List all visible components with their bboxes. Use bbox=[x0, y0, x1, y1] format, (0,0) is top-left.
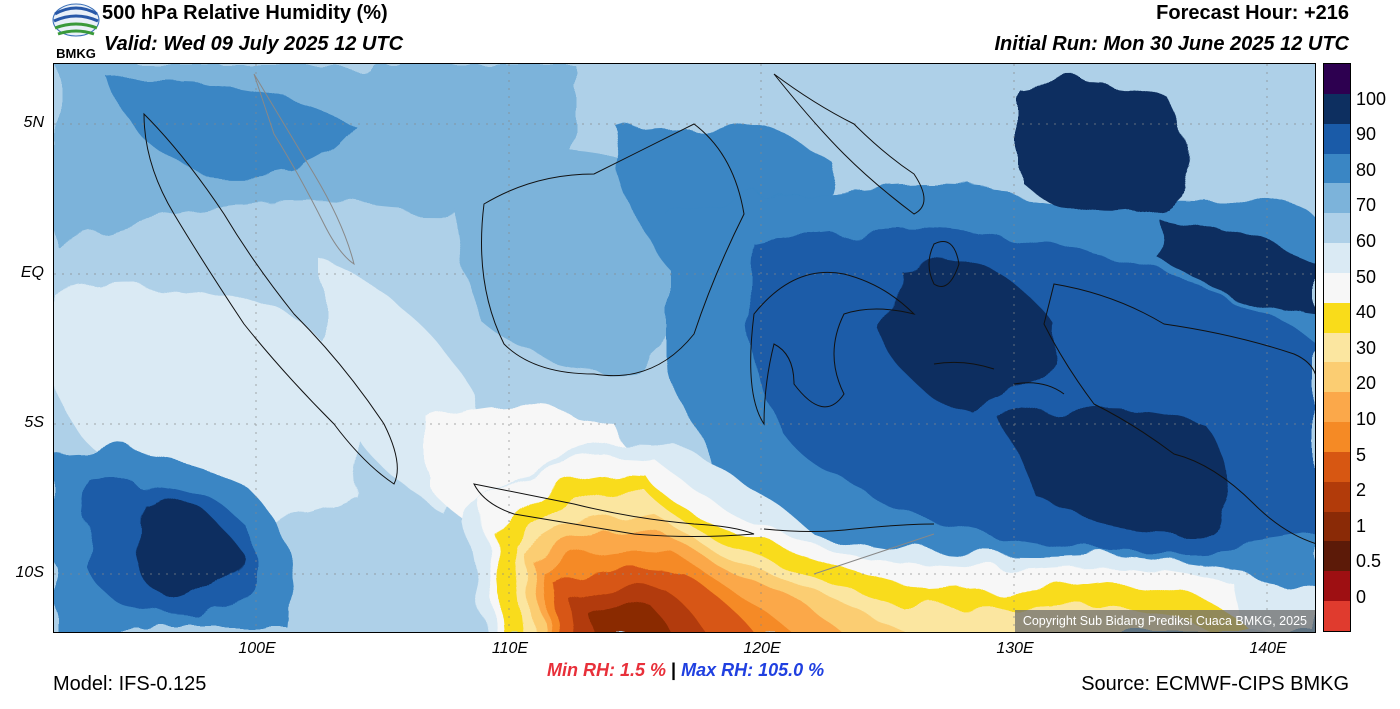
colorbar-segment bbox=[1324, 332, 1350, 363]
chart-title: 500 hPa Relative Humidity (%) bbox=[102, 2, 388, 24]
bmkg-logo: BMKG bbox=[50, 2, 102, 61]
colorbar-label: 10 bbox=[1356, 409, 1377, 429]
lon-label-140e: 140E bbox=[1249, 640, 1287, 657]
colorbar-label: 30 bbox=[1356, 337, 1377, 358]
colorbar-segment bbox=[1324, 571, 1350, 602]
colorbar-segment bbox=[1324, 183, 1350, 214]
colorbar-segment bbox=[1324, 153, 1350, 184]
colorbar-label: 70 bbox=[1356, 195, 1377, 216]
lon-label-120e: 120E bbox=[743, 640, 781, 657]
colorbar-label: 100 bbox=[1356, 88, 1387, 109]
source-info: Source: ECMWF-CIPS BMKG bbox=[1081, 673, 1349, 695]
colorbar-segment bbox=[1324, 422, 1350, 453]
lat-label-5n: 5N bbox=[23, 114, 44, 131]
copyright-notice: Copyright Sub Bidang Prediksi Cuaca BMKG… bbox=[1014, 610, 1315, 632]
colorbar-segment bbox=[1324, 541, 1350, 572]
lat-label-5s: 5S bbox=[24, 414, 44, 431]
colorbar-segment bbox=[1324, 511, 1350, 542]
colorbar-label: 5 bbox=[1356, 444, 1367, 465]
colorbar-label: 90 bbox=[1356, 124, 1377, 145]
colorbar-label: 40 bbox=[1356, 302, 1377, 323]
colorbar-segment bbox=[1324, 93, 1350, 125]
colorbar-segment bbox=[1324, 392, 1350, 423]
colorbar-segment bbox=[1324, 272, 1350, 304]
lat-label-10s: 10S bbox=[15, 564, 44, 581]
lat-label-eq: EQ bbox=[20, 264, 44, 281]
colorbar-label: 80 bbox=[1356, 159, 1377, 180]
colorbar-segment bbox=[1324, 481, 1350, 513]
colorbar-label: 50 bbox=[1356, 266, 1377, 287]
lon-label-100e: 100E bbox=[238, 640, 276, 657]
colorbar-segment bbox=[1324, 362, 1350, 393]
colorbar-label: 1 bbox=[1356, 515, 1367, 536]
max-rh: Max RH: 105.0 % bbox=[681, 660, 825, 680]
initial-run: Initial Run: Mon 30 June 2025 12 UTC bbox=[994, 33, 1349, 55]
colorbar-label: 0 bbox=[1356, 587, 1367, 607]
colorbar-segment bbox=[1324, 302, 1350, 334]
valid-time: Valid: Wed 09 July 2025 12 UTC bbox=[104, 33, 404, 55]
colorbar-segment bbox=[1324, 123, 1350, 154]
colorbar-segment bbox=[1324, 213, 1350, 244]
lon-label-130e: 130E bbox=[996, 640, 1034, 657]
colorbar-label: 2 bbox=[1356, 480, 1367, 501]
colorbar bbox=[1323, 63, 1351, 632]
lon-label-110e: 110E bbox=[491, 640, 529, 657]
stats-separator: | bbox=[671, 660, 677, 680]
model-info: Model: IFS-0.125 bbox=[53, 673, 207, 695]
colorbar-segment bbox=[1324, 601, 1350, 632]
colorbar-segment bbox=[1324, 64, 1350, 95]
colorbar-segment bbox=[1324, 243, 1350, 274]
colorbar-label: 60 bbox=[1356, 231, 1377, 251]
colorbar-label: 0.5 bbox=[1356, 551, 1382, 572]
rh-stats: Min RH: 1.5 % | Max RH: 105.0 % bbox=[547, 660, 824, 681]
colorbar-label: 20 bbox=[1356, 373, 1377, 394]
colorbar-segment bbox=[1324, 451, 1350, 483]
forecast-hour: Forecast Hour: +216 bbox=[1156, 2, 1349, 24]
humidity-map: Copyright Sub Bidang Prediksi Cuaca BMKG… bbox=[53, 63, 1316, 633]
svg-text:BMKG: BMKG bbox=[56, 46, 96, 60]
min-rh: Min RH: 1.5 % bbox=[547, 660, 667, 680]
